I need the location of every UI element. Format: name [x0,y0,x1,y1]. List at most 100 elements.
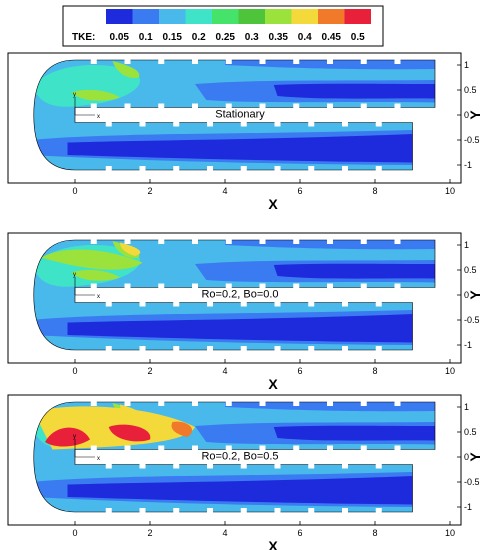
y-tick-label: -0.5 [464,315,480,325]
rib [207,121,213,127]
colorbar-label: 0.35 [269,32,289,43]
rib [342,463,348,469]
rib [139,301,146,307]
rib [375,346,382,351]
mini-x-label: x [97,114,100,120]
rib [308,508,315,513]
rib [90,401,97,406]
rib [90,103,97,109]
colorbar-swatch [291,9,318,24]
y-tick-label: 1 [464,60,469,70]
rib [308,301,315,307]
x-tick-label: 0 [72,186,77,196]
rib [293,239,300,244]
colorbar-swatch [106,9,133,24]
y-axis-title: Y [467,290,482,300]
rib [274,166,281,171]
rib [259,283,266,289]
x-tick-label: 10 [445,528,455,538]
rib [375,121,382,127]
rib [105,301,112,307]
rib [394,401,401,406]
rib [240,301,247,307]
rib [327,401,333,406]
rib [158,445,165,451]
y-tick-label: 1 [464,240,469,250]
rib [259,239,266,244]
colorbar-swatches [106,9,371,24]
rib [225,401,232,406]
rib [360,103,367,109]
rib [274,463,281,469]
x-tick-label: 10 [445,366,455,376]
rib [225,445,232,451]
rib [240,463,247,469]
colorbar-label: 0.3 [245,32,259,43]
contour-band [71,269,120,281]
rib [173,301,180,307]
rib [394,59,401,64]
colorbar-label: 0.25 [216,32,236,43]
channel-outline [33,401,436,513]
rib [192,401,198,406]
mini-x-label: x [97,294,100,300]
y-tick-label: -1 [464,502,472,512]
x-tick-label: 8 [372,186,377,196]
x-tick-label: 6 [297,366,302,376]
rib [327,59,333,64]
mini-y-label: y [73,434,76,440]
rib [394,103,401,109]
rib [360,283,367,289]
rib [240,346,247,351]
rib [327,103,333,109]
rib [192,239,198,244]
rib [192,103,198,109]
rib [293,59,300,64]
y-tick-label: -1 [464,160,472,170]
rib [158,239,165,244]
rib [259,401,266,406]
rib [360,445,367,451]
rib [105,463,112,469]
y-tick-label: 0 [464,110,469,120]
case-label: Ro=0.2, Bo=0.5 [201,451,278,463]
rib [342,346,348,351]
rib [90,59,97,64]
rib [342,508,348,513]
rib [105,508,112,513]
rib [207,508,213,513]
rib [124,59,131,64]
x-tick-label: 4 [222,366,227,376]
contour-band [71,89,120,101]
mini-y-label: y [73,272,76,278]
x-tick-label: 8 [372,528,377,538]
contour-band [120,242,141,256]
rib [158,59,165,64]
rib [308,166,315,171]
contour-band [171,421,193,437]
colorbar-swatch [159,9,186,24]
x-axis-title: X [268,376,278,392]
x-tick-label: 4 [222,528,227,538]
rib [105,346,112,351]
colorbar-swatch [318,9,345,24]
x-tick-label: 4 [222,186,227,196]
rib [173,508,180,513]
legend-title: TKE: [72,32,95,43]
channel-outline [33,59,436,171]
x-tick-label: 0 [72,366,77,376]
rib [293,401,300,406]
rib [139,166,146,171]
colorbar-swatch [212,9,239,24]
rib [240,121,247,127]
rib [293,283,300,289]
rib [173,166,180,171]
contour-band [225,60,435,70]
contour-band [67,134,413,163]
rib [207,346,213,351]
rib [192,283,198,289]
rib [105,166,112,171]
rib [139,508,146,513]
colorbar-legend: TKE: 0.05 0.1 0.15 0.2 0.25 0.3 0.35 0.4 0.45 0.5 [62,5,384,47]
mini-y-label: y [73,92,76,98]
